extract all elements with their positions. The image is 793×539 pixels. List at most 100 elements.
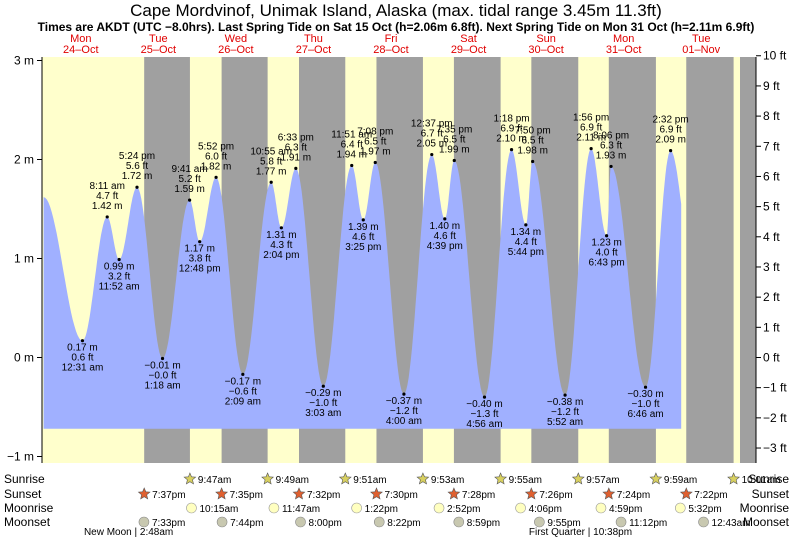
high-tide-label: 6.9 ft [659, 125, 681, 136]
moonset-time: 7:33pm [152, 518, 185, 529]
left-tick-label: 0 m [14, 351, 34, 365]
extreme-point [350, 163, 354, 168]
sunrise-icon [571, 472, 585, 485]
low-tide-label: 0.17 m [67, 343, 98, 354]
day-date: 27–Oct [296, 44, 331, 56]
left-tick-label: 3 m [14, 54, 34, 68]
sunset-time: 7:22pm [694, 490, 727, 501]
day-name: Mon [70, 33, 91, 45]
moonset-row-label-right: Moonset [743, 515, 790, 529]
moonrise-time: 5:32pm [688, 504, 721, 515]
right-tick-label: −1 ft [763, 381, 787, 395]
low-tide-label: −1.0 ft [309, 398, 337, 409]
low-tide-label: −0.17 m [225, 376, 261, 387]
low-tide-label: 4:56 am [466, 419, 502, 430]
chart-subtitle: Times are AKDT (UTC −8.0hrs). Last Sprin… [38, 20, 755, 34]
sunrise-time: 9:53am [431, 475, 464, 486]
night-band [686, 57, 734, 463]
low-tide-label: −0.40 m [466, 399, 502, 410]
low-tide-label: 0.99 m [104, 261, 135, 272]
low-tide-label: −0.0 ft [148, 370, 176, 381]
sunset-time: 7:37pm [152, 490, 185, 501]
low-tide-label: 1:18 am [144, 380, 180, 391]
moonset-icon [138, 516, 150, 528]
moonrise-row-label-right: Moonrise [740, 501, 790, 515]
extreme-point [294, 166, 298, 171]
extreme-point [279, 226, 283, 230]
low-tide-label: −1.2 ft [390, 406, 418, 417]
low-tide-label: −0.30 m [627, 389, 663, 400]
low-tide-label: 2:09 am [225, 396, 261, 407]
moonrise-time: 2:52pm [447, 504, 480, 515]
extreme-point [443, 217, 447, 221]
high-tide-label: 1:56 pm [573, 113, 609, 124]
low-tide-label: 4:39 pm [427, 241, 463, 252]
low-tide-label: 1.17 m [184, 244, 215, 255]
sunrise-icon [338, 472, 352, 485]
low-tide-label: 3:03 am [305, 408, 341, 419]
high-tide-label: 6.3 ft [285, 142, 307, 153]
tide-curve-layer [43, 148, 682, 429]
extreme-point [563, 393, 567, 397]
sunset-icon [524, 487, 538, 500]
low-tide-label: 12:48 pm [179, 264, 221, 275]
sunrise-icon [261, 472, 275, 485]
moonset-time: 7:44pm [230, 518, 263, 529]
sunrise-time: 9:57am [586, 475, 619, 486]
sunset-time: 7:35pm [230, 490, 263, 501]
sunset-time: 7:28pm [462, 490, 495, 501]
low-tide-label: −0.29 m [305, 388, 341, 399]
day-date: 25–Oct [141, 44, 176, 56]
extreme-point [402, 392, 406, 396]
sunset-icon [137, 487, 151, 500]
day-date: 31–Oct [606, 44, 641, 56]
high-tide-label: 6.5 ft [364, 136, 386, 147]
high-tide-label: 5.2 ft [178, 174, 200, 185]
low-tide-label: 4.0 ft [595, 248, 617, 259]
low-tide-label: −0.38 m [547, 397, 583, 408]
low-tide-label: 6:46 am [627, 409, 663, 420]
moonrise-icon [351, 502, 362, 514]
night-band-edge [740, 57, 756, 463]
high-tide-label: 7:08 pm [357, 126, 393, 137]
right-tick-label: 9 ft [763, 79, 780, 93]
extreme-point [198, 240, 202, 244]
sunset-time: 7:24pm [617, 490, 650, 501]
day-name: Sun [536, 33, 556, 45]
day-name: Sat [460, 33, 477, 45]
sunrise-icon [727, 472, 741, 485]
high-tide-label: 10:55 am [250, 146, 292, 157]
day-name: Fri [385, 33, 398, 45]
extreme-point [80, 339, 85, 343]
extreme-point [452, 158, 456, 163]
high-tide-label: 1.94 m [336, 149, 367, 160]
right-tick-label: 5 ft [763, 200, 780, 214]
low-tide-label: −1.3 ft [470, 409, 498, 420]
day-name: Tue [149, 33, 168, 45]
day-date: 28–Oct [373, 44, 408, 56]
high-tide-label: 6.9 ft [500, 124, 522, 135]
sunset-icon [679, 487, 693, 500]
day-date: 30–Oct [528, 44, 563, 56]
extreme-point [214, 175, 218, 179]
moon-phase-label: New Moon | 2:48am [84, 527, 173, 538]
high-tide-label: 2.09 m [655, 135, 686, 146]
extreme-point [643, 385, 648, 389]
day-date: 01–Nov [682, 44, 720, 56]
moonset-time: 11:12pm [629, 518, 667, 529]
day-name: Wed [225, 33, 247, 45]
high-tide-label: 2.11 m [576, 133, 606, 144]
high-tide-label: 7:35 pm [436, 124, 472, 135]
low-tide-label: 0.6 ft [71, 353, 93, 364]
extreme-point [117, 257, 121, 262]
high-tide-label: 2.10 m [496, 134, 527, 145]
extreme-point [361, 218, 365, 222]
low-tide-label: 6:43 pm [589, 258, 625, 269]
day-name: Tue [692, 33, 711, 45]
moonrise-row-label: Moonrise [4, 501, 54, 515]
high-tide-label: 6.0 ft [205, 151, 227, 162]
moonset-time: 8:22pm [387, 518, 420, 529]
extreme-point [373, 160, 377, 165]
high-tide-label: 6.5 ft [522, 135, 544, 146]
day-date: 24–Oct [63, 44, 98, 56]
